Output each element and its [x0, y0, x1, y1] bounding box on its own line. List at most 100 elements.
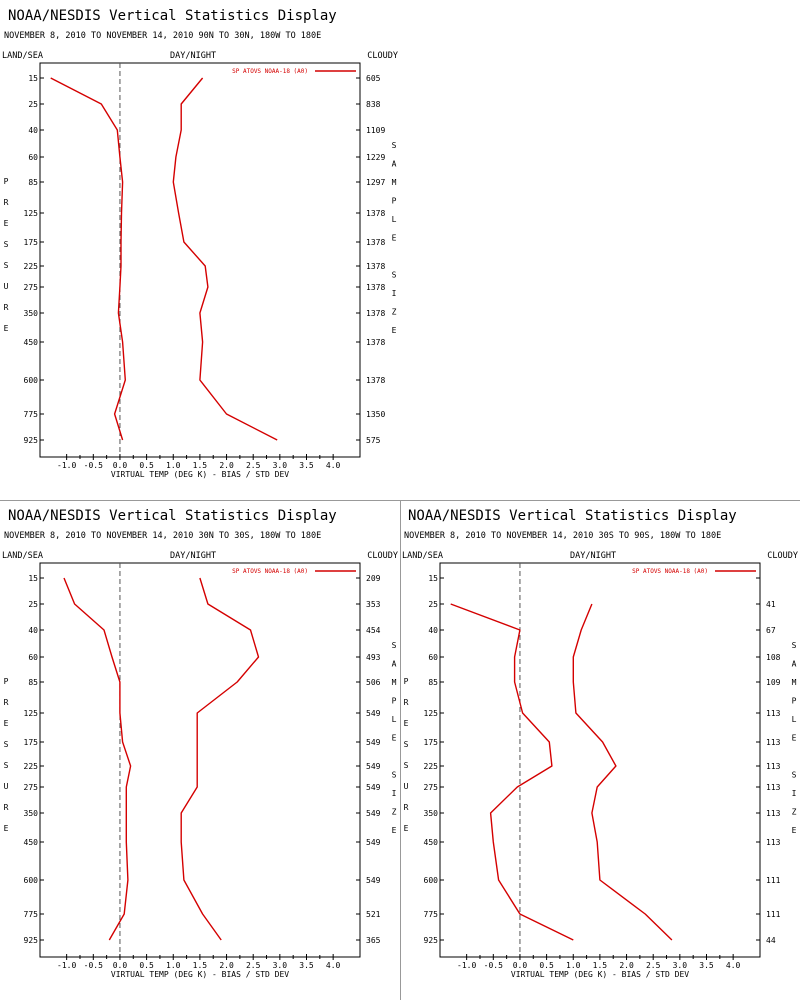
pressure-label: 600: [424, 876, 439, 885]
pressure-label: 175: [24, 238, 39, 247]
y2-axis-letter: S: [792, 771, 797, 780]
chart-subtitle: NOVEMBER 8, 2010 TO NOVEMBER 14, 2010 30…: [404, 531, 721, 541]
legend-label: SP ATOVS NOAA-18 (A0): [232, 568, 308, 575]
sample-size-label: 41: [766, 600, 776, 609]
y-axis-letter: S: [404, 761, 409, 770]
sample-size-label: 113: [766, 809, 781, 818]
sample-size-label: 113: [766, 709, 781, 718]
y-axis-letter: E: [4, 219, 9, 228]
x-tick-label: 2.5: [246, 461, 261, 470]
sample-size-label: 1297: [366, 178, 385, 187]
x-tick-label: 4.0: [726, 961, 741, 970]
y2-axis-letter: M: [392, 178, 397, 187]
sample-size-label: 549: [366, 876, 381, 885]
pressure-label: 350: [24, 309, 39, 318]
pressure-label: 775: [24, 410, 39, 419]
x-tick-label: 2.0: [619, 961, 634, 970]
sample-size-label: 108: [766, 653, 781, 662]
y2-axis-letter: P: [792, 697, 797, 706]
pressure-label: 350: [24, 809, 39, 818]
pressure-label: 175: [24, 738, 39, 747]
y-axis-letter: S: [4, 240, 9, 249]
x-tick-label: 3.5: [699, 961, 714, 970]
pressure-label: 925: [24, 936, 39, 945]
y2-axis-letter: E: [392, 734, 397, 743]
sample-size-label: 111: [766, 876, 781, 885]
pressure-label: 60: [28, 153, 38, 162]
y-axis-letter: P: [4, 677, 9, 686]
sample-size-label: 109: [766, 678, 781, 687]
y-axis-letter: S: [4, 740, 9, 749]
pressure-label: 125: [24, 709, 39, 718]
y-axis-letter: R: [404, 698, 409, 707]
x-tick-label: 1.0: [166, 461, 181, 470]
y-axis-letter: P: [4, 177, 9, 186]
pressure-label: 40: [428, 626, 438, 635]
pressure-label: 125: [24, 209, 39, 218]
sample-size-label: 549: [366, 738, 381, 747]
pressure-label: 25: [428, 600, 438, 609]
x-tick-label: 0.0: [113, 461, 128, 470]
sample-size-label: 1378: [366, 338, 385, 347]
legend-label: SP ATOVS NOAA-18 (A0): [232, 68, 308, 75]
x-tick-label: 2.5: [646, 961, 661, 970]
x-tick-label: 3.0: [673, 961, 688, 970]
x-tick-label: -0.5: [84, 461, 103, 470]
x-tick-label: 2.0: [219, 961, 234, 970]
pressure-label: 60: [428, 653, 438, 662]
pressure-label: 450: [424, 838, 439, 847]
cloudy-label: CLOUDY: [767, 551, 798, 561]
x-tick-label: 2.0: [219, 461, 234, 470]
x-tick-label: 1.0: [166, 961, 181, 970]
pressure-label: 450: [24, 838, 39, 847]
pressure-label: 85: [428, 678, 438, 687]
pressure-label: 15: [428, 574, 438, 583]
pressure-label: 600: [24, 876, 39, 885]
sample-size-label: 113: [766, 762, 781, 771]
sample-size-label: 67: [766, 626, 776, 635]
pressure-label: 40: [28, 126, 38, 135]
y2-axis-letter: M: [792, 678, 797, 687]
x-axis-label: VIRTUAL TEMP (DEG K) - BIAS / STD DEV: [111, 470, 289, 479]
series-line-bias: [63, 577, 132, 941]
series-line-bias: [50, 77, 127, 441]
sample-size-label: 575: [366, 436, 381, 445]
y2-axis-letter: Z: [792, 808, 797, 817]
sample-size-label: 1378: [366, 238, 385, 247]
plot-frame: [39, 562, 361, 958]
chart-title: NOAA/NESDIS Vertical Statistics Display: [8, 8, 337, 24]
y2-axis-letter: M: [392, 678, 397, 687]
sample-size-label: 1378: [366, 209, 385, 218]
x-tick-label: 2.5: [246, 961, 261, 970]
chart-bottom-right: NOAA/NESDIS Vertical Statistics Display N…: [402, 508, 798, 979]
chart-subtitle: NOVEMBER 8, 2010 TO NOVEMBER 14, 2010 90…: [4, 31, 321, 41]
x-tick-label: 0.5: [139, 461, 154, 470]
y2-axis-letter: L: [392, 215, 397, 224]
pressure-label: 15: [28, 574, 38, 583]
pressure-label: 40: [28, 626, 38, 635]
x-tick-label: 3.5: [299, 461, 314, 470]
plot-frame: [439, 562, 761, 958]
sample-size-label: 1378: [366, 262, 385, 271]
chart-title: NOAA/NESDIS Vertical Statistics Display: [8, 508, 337, 524]
y-axis-letter: E: [4, 324, 9, 333]
panel-bottom-left: NOAA/NESDIS Vertical Statistics Display N…: [0, 500, 400, 1000]
sample-size-label: 549: [366, 838, 381, 847]
pressure-label: 85: [28, 178, 38, 187]
sample-size-label: 549: [366, 709, 381, 718]
x-tick-label: -1.0: [457, 961, 476, 970]
y2-axis-letter: E: [792, 734, 797, 743]
y2-axis-letter: I: [792, 789, 797, 798]
cloudy-label: CLOUDY: [367, 551, 398, 561]
sample-size-label: 1378: [366, 283, 385, 292]
y2-axis-letter: A: [792, 660, 797, 669]
series-line-std-dev: [180, 577, 260, 941]
sample-size-label: 605: [366, 74, 381, 83]
y2-axis-letter: E: [792, 826, 797, 835]
pressure-label: 15: [28, 74, 38, 83]
y-axis-letter: U: [4, 782, 9, 791]
sample-size-label: 1378: [366, 376, 385, 385]
x-tick-label: -0.5: [84, 961, 103, 970]
cloudy-label: CLOUDY: [367, 51, 398, 61]
sample-size-label: 1109: [366, 126, 385, 135]
